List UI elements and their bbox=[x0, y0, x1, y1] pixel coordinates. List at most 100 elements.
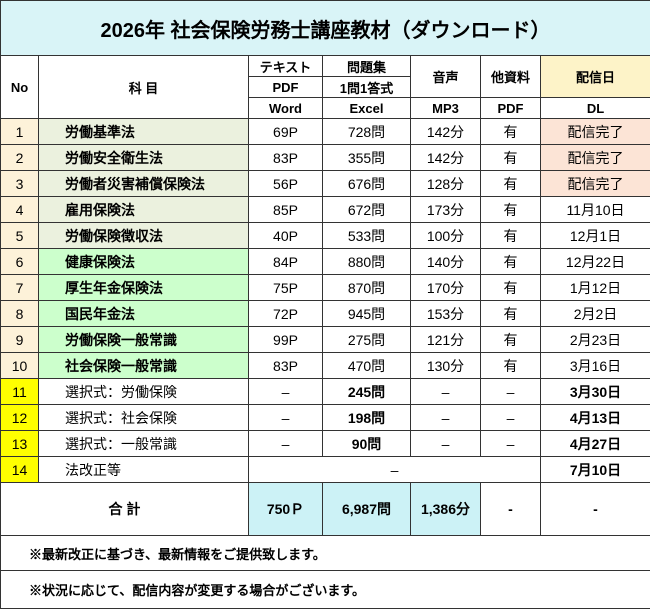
other-material: 有 bbox=[480, 222, 541, 249]
total-label: 合 計 bbox=[0, 482, 249, 536]
other-material: 有 bbox=[480, 352, 541, 379]
row: 6 健康保険法 84P 880問 140分有 12月22日 bbox=[0, 248, 650, 275]
audio: 170分 bbox=[410, 274, 481, 301]
header-cell: 音声 bbox=[410, 55, 481, 98]
text-pages: 40P bbox=[248, 222, 323, 249]
total-questions: 6,987問 bbox=[322, 482, 411, 536]
subject: 労働保険徴収法 bbox=[38, 222, 249, 249]
row-number: 5 bbox=[0, 222, 39, 249]
delivery-date: 7月10日 bbox=[540, 456, 650, 483]
text-pages: 85P bbox=[248, 196, 323, 223]
header-cell: DL bbox=[540, 97, 650, 119]
row: ※状況に応じて、配信内容が変更する場合がございます。 bbox=[0, 570, 650, 609]
delivery-date: 12月22日 bbox=[540, 248, 650, 275]
text-pages: – bbox=[248, 404, 323, 431]
subject: 労働安全衛生法 bbox=[38, 144, 249, 171]
row-number: 10 bbox=[0, 352, 39, 379]
row-number: 6 bbox=[0, 248, 39, 275]
header-cell: 科 目 bbox=[38, 55, 249, 119]
text-pages: 72P bbox=[248, 300, 323, 327]
row: ※最新改正に基づき、最新情報をご提供致します。 bbox=[0, 535, 650, 571]
questions: 275問 bbox=[322, 326, 411, 353]
delivery-date: 3月30日 bbox=[540, 378, 650, 405]
questions: 245問 bbox=[322, 378, 411, 405]
audio: 142分 bbox=[410, 118, 481, 145]
row-number: 12 bbox=[0, 404, 39, 431]
text-pages: – bbox=[248, 430, 323, 457]
row: 12 選択式：社会保険 –198問 – –4月13日 bbox=[0, 404, 650, 431]
subject: 労働者災害補償保険法 bbox=[38, 170, 249, 197]
text-pages: 56P bbox=[248, 170, 323, 197]
questions: 533問 bbox=[322, 222, 411, 249]
row: 7 厚生年金保険法 75P 870問 170分有 1月12日 bbox=[0, 274, 650, 301]
other-material: 有 bbox=[480, 196, 541, 223]
row: No 科 目テキスト 問題集 音声 他資料 配信日 bbox=[0, 55, 650, 119]
text-pages: – bbox=[248, 378, 323, 405]
row: 10 社会保険一般常識 83P 470問 130分有 3月16日 bbox=[0, 352, 650, 379]
audio: 173分 bbox=[410, 196, 481, 223]
other-material: 有 bbox=[480, 118, 541, 145]
row-number: 8 bbox=[0, 300, 39, 327]
delivery-date: 配信完了 bbox=[540, 144, 650, 171]
questions: 880問 bbox=[322, 248, 411, 275]
total-text: 750Ｐ bbox=[248, 482, 323, 536]
other-material: 有 bbox=[480, 144, 541, 171]
subject: 選択式：社会保険 bbox=[38, 404, 249, 431]
subject: 厚生年金保険法 bbox=[38, 274, 249, 301]
other-material: – bbox=[480, 430, 541, 457]
subject: 選択式：労働保険 bbox=[38, 378, 249, 405]
row-number: 3 bbox=[0, 170, 39, 197]
note: ※状況に応じて、配信内容が変更する場合がございます。 bbox=[0, 570, 650, 609]
header-cell: Word bbox=[248, 97, 323, 119]
delivery-date: 2月2日 bbox=[540, 300, 650, 327]
header-cell: Excel bbox=[322, 97, 411, 119]
total-audio: 1,386分 bbox=[410, 482, 481, 536]
audio: – bbox=[410, 378, 481, 405]
text-pages: 83P bbox=[248, 352, 323, 379]
header-cell: 1問1答式 bbox=[322, 76, 411, 98]
row-number: 14 bbox=[0, 456, 39, 483]
questions: 676問 bbox=[322, 170, 411, 197]
row: 14 法改正等 –7月10日 bbox=[0, 456, 650, 483]
row-number: 4 bbox=[0, 196, 39, 223]
questions: 90問 bbox=[322, 430, 411, 457]
row-number: 11 bbox=[0, 378, 39, 405]
subject: 雇用保険法 bbox=[38, 196, 249, 223]
subject: 労働基準法 bbox=[38, 118, 249, 145]
row: 8 国民年金法 72P 945問 153分有 2月2日 bbox=[0, 300, 650, 327]
row: 3 労働者災害補償保険法 56P 676問 128分有配信完了 bbox=[0, 170, 650, 197]
subject: 社会保険一般常識 bbox=[38, 352, 249, 379]
subject: 国民年金法 bbox=[38, 300, 249, 327]
total-other: - bbox=[480, 482, 541, 536]
other-material: – bbox=[480, 404, 541, 431]
questions: 198問 bbox=[322, 404, 411, 431]
text-pages: 84P bbox=[248, 248, 323, 275]
row: 2 労働安全衛生法 83P 355問 142分有配信完了 bbox=[0, 144, 650, 171]
questions: 355問 bbox=[322, 144, 411, 171]
header-cell: PDF bbox=[480, 97, 541, 119]
audio: 121分 bbox=[410, 326, 481, 353]
delivery-date: 3月16日 bbox=[540, 352, 650, 379]
subject: 法改正等 bbox=[38, 456, 249, 483]
row: 13 選択式：一般常識 –90問 – –4月27日 bbox=[0, 430, 650, 457]
questions: 870問 bbox=[322, 274, 411, 301]
text-pages: 99P bbox=[248, 326, 323, 353]
text-pages: 83P bbox=[248, 144, 323, 171]
row-number: 13 bbox=[0, 430, 39, 457]
questions: 728問 bbox=[322, 118, 411, 145]
delivery-date: 11月10日 bbox=[540, 196, 650, 223]
delivery-date: 4月27日 bbox=[540, 430, 650, 457]
audio: – bbox=[410, 430, 481, 457]
row-number: 2 bbox=[0, 144, 39, 171]
row: 11 選択式：労働保険 –245問 – –3月30日 bbox=[0, 378, 650, 405]
audio: 130分 bbox=[410, 352, 481, 379]
title: 2026年 社会保険労務士講座教材（ダウンロード） bbox=[0, 0, 650, 56]
delivery-date: 12月1日 bbox=[540, 222, 650, 249]
header-cell: PDF bbox=[248, 76, 323, 98]
delivery-date: 4月13日 bbox=[540, 404, 650, 431]
text-pages: 75P bbox=[248, 274, 323, 301]
audio: 128分 bbox=[410, 170, 481, 197]
row: 5 労働保険徴収法 40P 533問 100分有 12月1日 bbox=[0, 222, 650, 249]
audio: 140分 bbox=[410, 248, 481, 275]
